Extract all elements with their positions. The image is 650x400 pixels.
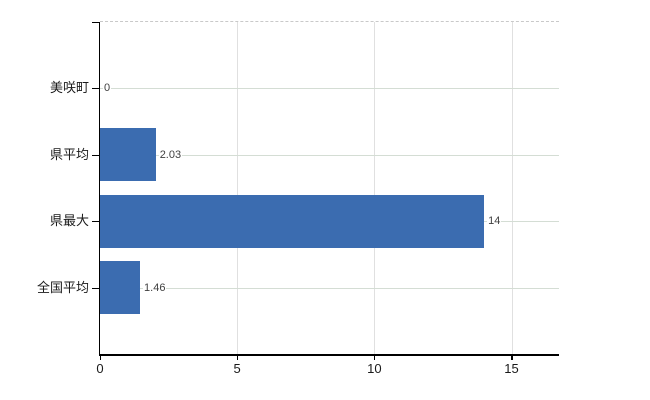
- x-tick-label: 5: [233, 361, 241, 376]
- x-gridline: [374, 22, 376, 354]
- y-axis-tick: [92, 88, 99, 90]
- y-gridline: [100, 88, 559, 90]
- y-axis-tick: [92, 154, 99, 156]
- y-axis-line: [98, 22, 100, 355]
- x-axis-tick: [511, 355, 513, 360]
- x-gridline: [511, 22, 513, 354]
- x-tick-label: 15: [504, 361, 519, 376]
- y-gridline: [100, 154, 559, 156]
- value-label: 0: [103, 81, 112, 96]
- category-label: 全国平均: [36, 279, 89, 295]
- category-label: 県平均: [49, 146, 89, 162]
- value-label: 1.46: [143, 280, 167, 295]
- category-label: 県最大: [49, 213, 89, 229]
- value-label: 2.03: [158, 147, 183, 162]
- y-axis-tick: [92, 287, 99, 289]
- y-axis-tick: [92, 22, 99, 23]
- x-gridline: [237, 22, 239, 354]
- bar: [100, 128, 156, 182]
- category-label: 美咲町: [49, 80, 89, 96]
- y-gridline: [100, 287, 559, 289]
- plot-top-border: [100, 21, 559, 22]
- x-axis-tick: [236, 355, 239, 360]
- bar: [100, 261, 141, 315]
- x-axis-line: [98, 354, 559, 356]
- x-tick-label: 10: [367, 361, 382, 376]
- bar: [100, 194, 485, 248]
- y-axis-tick: [92, 221, 99, 223]
- value-label: 14: [487, 214, 502, 229]
- x-tick-label: 0: [96, 361, 104, 376]
- x-axis-tick: [99, 355, 101, 360]
- x-axis-tick: [373, 355, 376, 360]
